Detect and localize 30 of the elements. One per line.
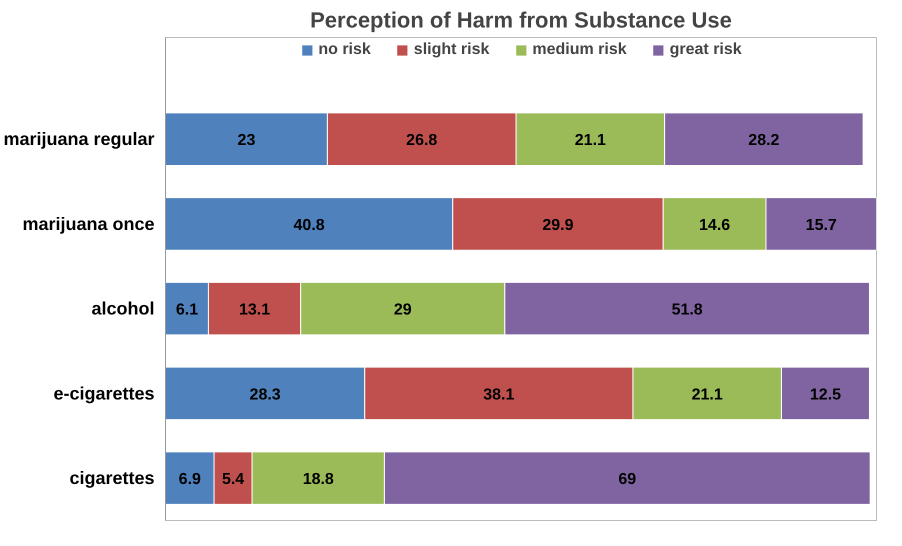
data-label: 21.1 bbox=[692, 386, 723, 404]
data-label: 15.7 bbox=[806, 216, 837, 234]
data-label: 14.6 bbox=[699, 216, 730, 234]
legend-label: medium risk bbox=[532, 41, 627, 59]
data-label: 40.8 bbox=[294, 216, 325, 234]
data-label: 29.9 bbox=[542, 216, 574, 234]
y-tick-label: alcohol bbox=[91, 298, 155, 319]
data-label: 5.4 bbox=[222, 471, 244, 488]
legend-label: great risk bbox=[670, 41, 742, 59]
data-label: 29 bbox=[394, 302, 412, 319]
data-label: 26.8 bbox=[406, 132, 438, 150]
legend-label: slight risk bbox=[414, 41, 490, 59]
data-label: 6.1 bbox=[176, 302, 198, 319]
data-label: 28.2 bbox=[748, 132, 780, 150]
y-tick-label: e-cigarettes bbox=[53, 383, 155, 404]
legend-label: no risk bbox=[318, 41, 371, 59]
y-tick-label: marijuana regular bbox=[3, 129, 155, 150]
data-label: 38.1 bbox=[483, 386, 514, 404]
data-label: 12.5 bbox=[810, 386, 842, 404]
data-label: 6.9 bbox=[178, 471, 202, 488]
data-label: 28.3 bbox=[250, 386, 281, 404]
chart-title: Perception of Harm from Substance Use bbox=[310, 8, 732, 32]
data-label: 21.1 bbox=[574, 132, 606, 150]
y-tick-label: marijuana once bbox=[22, 214, 154, 234]
data-label: 51.8 bbox=[672, 302, 703, 319]
data-label: 13.1 bbox=[238, 302, 270, 319]
data-label: 18.8 bbox=[302, 471, 334, 488]
data-label: 69 bbox=[618, 471, 636, 488]
data-label: 23 bbox=[238, 132, 256, 150]
y-tick-label: cigarettes bbox=[69, 468, 155, 488]
